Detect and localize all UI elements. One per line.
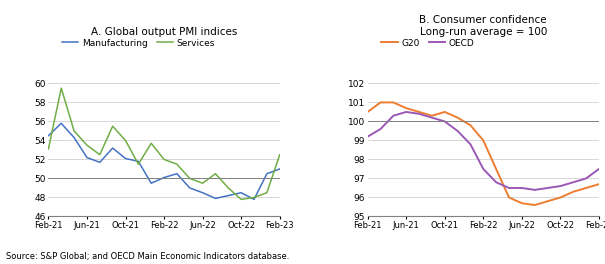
- Manufacturing: [263, 172, 270, 175]
- Manufacturing: [57, 122, 65, 125]
- Services: [70, 129, 77, 133]
- Services: [263, 191, 270, 194]
- OECD: [402, 110, 410, 114]
- G20: [583, 186, 590, 190]
- G20: [531, 204, 538, 207]
- Manufacturing: [96, 161, 103, 164]
- OECD: [570, 181, 577, 184]
- OECD: [531, 188, 538, 191]
- G20: [492, 167, 500, 171]
- G20: [595, 183, 603, 186]
- Services: [238, 198, 245, 201]
- G20: [505, 196, 512, 199]
- OECD: [467, 143, 474, 146]
- Services: [135, 163, 142, 166]
- OECD: [454, 129, 461, 133]
- Services: [276, 153, 283, 156]
- Manufacturing: [135, 160, 142, 163]
- G20: [416, 110, 423, 114]
- OECD: [377, 128, 384, 131]
- Services: [45, 147, 52, 150]
- Manufacturing: [212, 197, 219, 200]
- Manufacturing: [224, 194, 232, 197]
- Manufacturing: [70, 136, 77, 139]
- Line: Services: Services: [48, 88, 280, 199]
- Manufacturing: [238, 191, 245, 194]
- OECD: [544, 186, 551, 190]
- Services: [83, 144, 91, 147]
- Line: G20: G20: [368, 102, 599, 205]
- G20: [402, 107, 410, 110]
- Services: [57, 87, 65, 90]
- OECD: [557, 185, 564, 188]
- Manufacturing: [109, 147, 116, 150]
- Services: [212, 172, 219, 175]
- OECD: [492, 181, 500, 184]
- Manufacturing: [250, 198, 258, 201]
- G20: [441, 110, 448, 114]
- Services: [173, 163, 180, 166]
- Services: [250, 196, 258, 199]
- Manufacturing: [199, 191, 206, 194]
- G20: [518, 202, 526, 205]
- Services: [109, 125, 116, 128]
- Services: [96, 153, 103, 156]
- G20: [480, 139, 487, 142]
- Line: Manufacturing: Manufacturing: [48, 123, 280, 199]
- Title: B. Consumer confidence
Long-run average = 100: B. Consumer confidence Long-run average …: [419, 15, 547, 37]
- Services: [148, 142, 155, 145]
- G20: [428, 114, 436, 117]
- OECD: [390, 114, 397, 117]
- Manufacturing: [45, 134, 52, 137]
- G20: [557, 196, 564, 199]
- G20: [570, 190, 577, 193]
- Manufacturing: [186, 186, 194, 190]
- OECD: [441, 120, 448, 123]
- OECD: [428, 116, 436, 119]
- G20: [377, 101, 384, 104]
- G20: [454, 116, 461, 119]
- OECD: [364, 135, 371, 138]
- Services: [122, 139, 129, 142]
- OECD: [583, 177, 590, 180]
- Manufacturing: [160, 176, 168, 179]
- G20: [467, 124, 474, 127]
- Title: A. Global output PMI indices: A. Global output PMI indices: [91, 27, 237, 37]
- Legend: G20, OECD: G20, OECD: [381, 39, 474, 48]
- Services: [160, 158, 168, 161]
- OECD: [595, 167, 603, 171]
- Services: [224, 186, 232, 190]
- OECD: [505, 186, 512, 190]
- Manufacturing: [276, 167, 283, 171]
- Services: [199, 182, 206, 185]
- G20: [544, 200, 551, 203]
- Legend: Manufacturing, Services: Manufacturing, Services: [62, 39, 215, 48]
- G20: [364, 110, 371, 114]
- Manufacturing: [173, 172, 180, 175]
- Manufacturing: [148, 182, 155, 185]
- OECD: [480, 167, 487, 171]
- G20: [390, 101, 397, 104]
- Manufacturing: [122, 157, 129, 160]
- Text: Source: S&P Global; and OECD Main Economic Indicators database.: Source: S&P Global; and OECD Main Econom…: [6, 252, 289, 261]
- OECD: [416, 112, 423, 115]
- Services: [186, 177, 194, 180]
- Line: OECD: OECD: [368, 112, 599, 190]
- OECD: [518, 186, 526, 190]
- Manufacturing: [83, 156, 91, 159]
